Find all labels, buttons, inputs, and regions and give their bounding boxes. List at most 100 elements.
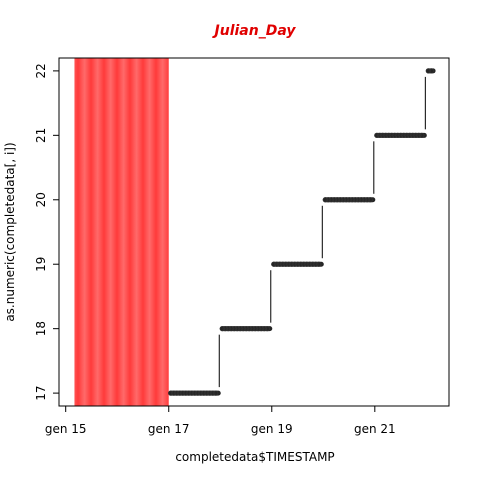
data-point <box>364 197 370 203</box>
data-point <box>222 326 228 332</box>
data-point <box>207 390 213 396</box>
x-axis: gen 15 gen 17 gen 19 gen 21 <box>45 406 396 436</box>
data-point <box>255 326 261 332</box>
data-point <box>331 197 337 203</box>
data-point <box>301 261 307 267</box>
data-point <box>407 132 413 138</box>
data-point <box>355 197 361 203</box>
data-point <box>240 326 246 332</box>
data-point <box>304 261 310 267</box>
data-point <box>361 197 367 203</box>
data-point <box>352 197 358 203</box>
data-point <box>358 197 364 203</box>
data-point <box>219 326 225 332</box>
x-axis-label: completedata$TIMESTAMP <box>175 450 334 464</box>
data-point <box>325 197 331 203</box>
data-point <box>307 261 313 267</box>
data-point <box>201 390 207 396</box>
data-point <box>337 197 343 203</box>
data-point <box>249 326 255 332</box>
data-point <box>186 390 192 396</box>
data-point <box>313 261 319 267</box>
data-point <box>243 326 249 332</box>
data-point <box>349 197 355 203</box>
x-tick-label: gen 19 <box>251 422 293 436</box>
data-point <box>346 197 352 203</box>
data-point <box>204 390 210 396</box>
data-point <box>180 390 186 396</box>
data-point <box>174 390 180 396</box>
y-tick-label: 18 <box>34 321 48 336</box>
data-point <box>189 390 195 396</box>
data-point <box>210 390 216 396</box>
data-point <box>404 132 410 138</box>
data-point <box>425 68 431 74</box>
data-point <box>274 261 280 267</box>
data-point <box>389 132 395 138</box>
data-point <box>286 261 292 267</box>
y-tick-label: 21 <box>34 128 48 143</box>
data-point <box>168 390 174 396</box>
data-point <box>410 132 416 138</box>
data-point <box>261 326 267 332</box>
x-tick-label: gen 21 <box>354 422 396 436</box>
y-tick-label: 20 <box>34 192 48 207</box>
data-layer <box>168 68 436 396</box>
data-point <box>367 197 373 203</box>
data-point <box>316 261 322 267</box>
data-point <box>419 132 425 138</box>
data-point <box>398 132 404 138</box>
y-tick-label: 17 <box>34 385 48 400</box>
data-point <box>374 132 380 138</box>
data-point <box>322 197 328 203</box>
data-point <box>383 132 389 138</box>
data-point <box>413 132 419 138</box>
data-point <box>310 261 316 267</box>
highlight-band <box>74 58 169 406</box>
data-point <box>231 326 237 332</box>
data-point <box>395 132 401 138</box>
data-point <box>283 261 289 267</box>
data-point <box>195 390 201 396</box>
data-point <box>234 326 240 332</box>
plot-frame <box>58 57 450 407</box>
data-point <box>401 132 407 138</box>
data-point <box>183 390 189 396</box>
data-point <box>289 261 295 267</box>
data-point <box>228 326 234 332</box>
data-point <box>237 326 243 332</box>
data-point <box>252 326 258 332</box>
data-point <box>171 390 177 396</box>
data-point <box>334 197 340 203</box>
data-point <box>246 326 252 332</box>
data-point <box>271 261 277 267</box>
y-axis: 17 18 19 20 21 22 <box>34 63 59 401</box>
data-point <box>298 261 304 267</box>
highlight-band-rect <box>74 58 169 406</box>
data-point <box>225 326 231 332</box>
data-point <box>280 261 286 267</box>
data-point <box>213 390 219 396</box>
data-point <box>377 132 383 138</box>
data-point <box>380 132 386 138</box>
data-point <box>328 197 334 203</box>
y-tick-label: 22 <box>34 63 48 78</box>
data-point <box>258 326 264 332</box>
y-tick-label: 19 <box>34 257 48 272</box>
data-point <box>428 68 434 74</box>
data-point <box>277 261 283 267</box>
chart-title: Julian_Day <box>212 23 297 39</box>
data-point <box>292 261 298 267</box>
data-point <box>340 197 346 203</box>
data-point <box>295 261 301 267</box>
x-tick-label: gen 15 <box>45 422 87 436</box>
data-point <box>192 390 198 396</box>
data-point <box>198 390 204 396</box>
data-point <box>264 326 270 332</box>
y-axis-label: as.numeric(completedata[, i]) <box>3 142 17 321</box>
x-tick-label: gen 17 <box>148 422 190 436</box>
data-point <box>386 132 392 138</box>
data-point <box>343 197 349 203</box>
data-point <box>392 132 398 138</box>
